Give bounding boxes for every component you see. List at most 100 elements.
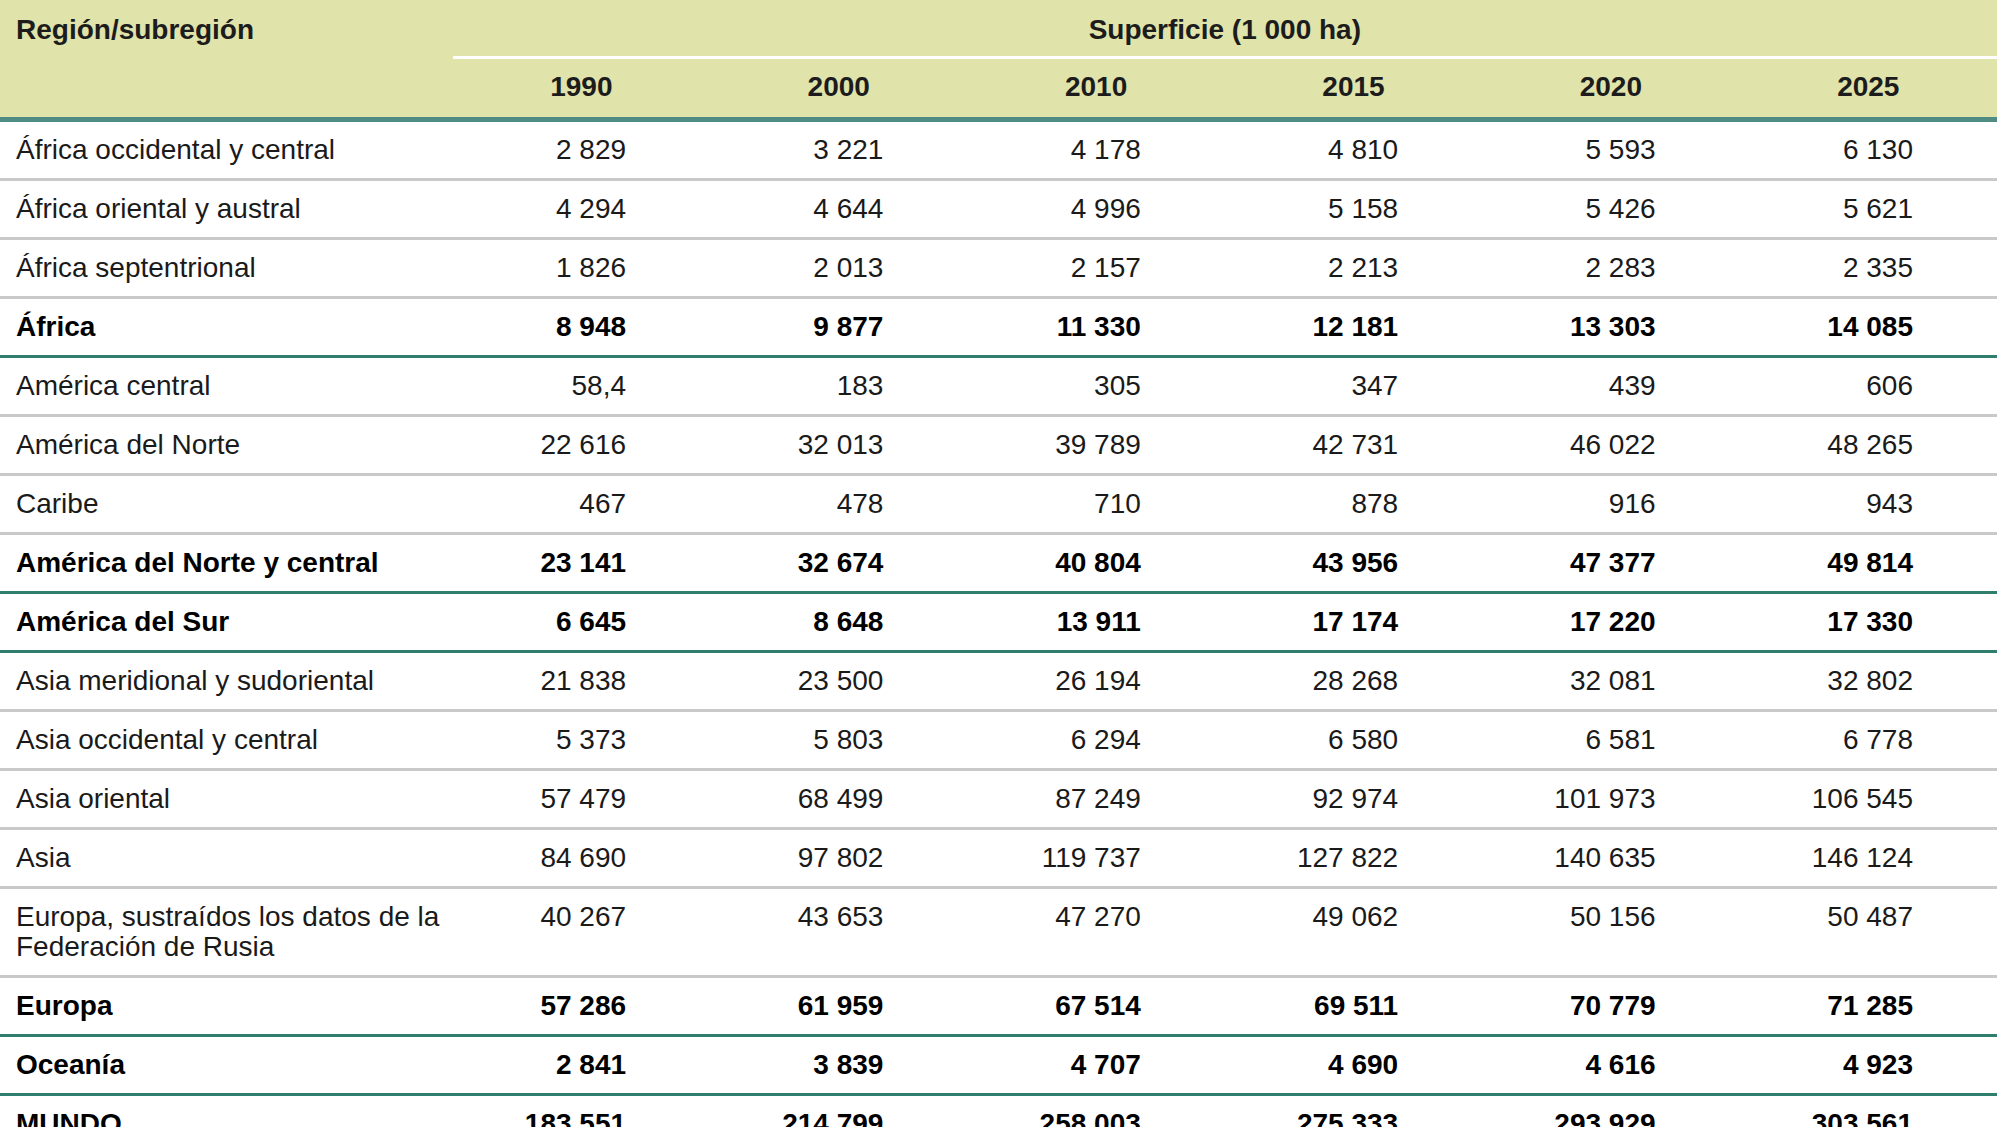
value-cell: 2 829 [453, 120, 710, 180]
value-cell: 878 [1225, 475, 1482, 534]
region-cell: Asia meridional y sudoriental [0, 652, 453, 711]
value-cell: 32 802 [1740, 652, 1997, 711]
region-cell: África occidental y central [0, 120, 453, 180]
table-row: América del Sur 6 645 8 648 13 911 17 17… [0, 593, 1997, 652]
region-cell: Asia occidental y central [0, 711, 453, 770]
value-cell: 87 249 [967, 770, 1224, 829]
table-row: Asia 84 690 97 802 119 737 127 822 140 6… [0, 829, 1997, 888]
value-cell: 43 653 [710, 888, 967, 977]
value-cell: 46 022 [1482, 416, 1739, 475]
value-cell: 4 810 [1225, 120, 1482, 180]
value-cell: 183 551 [453, 1095, 710, 1127]
value-cell: 2 841 [453, 1036, 710, 1095]
year-header-2020: 2020 [1482, 58, 1739, 120]
value-cell: 6 645 [453, 593, 710, 652]
table-row: Caribe 467 478 710 878 916 943 [0, 475, 1997, 534]
value-cell: 4 923 [1740, 1036, 1997, 1095]
year-header-1990: 1990 [453, 58, 710, 120]
value-cell: 4 294 [453, 180, 710, 239]
value-cell: 4 690 [1225, 1036, 1482, 1095]
value-cell: 6 581 [1482, 711, 1739, 770]
value-cell: 140 635 [1482, 829, 1739, 888]
region-cell: América del Sur [0, 593, 453, 652]
value-cell: 84 690 [453, 829, 710, 888]
value-cell: 293 929 [1482, 1095, 1739, 1127]
value-cell: 47 377 [1482, 534, 1739, 593]
table-row: MUNDO 183 551 214 799 258 003 275 333 29… [0, 1095, 1997, 1127]
year-header-2015: 2015 [1225, 58, 1482, 120]
value-cell: 40 804 [967, 534, 1224, 593]
value-cell: 17 174 [1225, 593, 1482, 652]
table-row: América central 58,4 183 305 347 439 606 [0, 357, 1997, 416]
value-cell: 127 822 [1225, 829, 1482, 888]
value-cell: 5 158 [1225, 180, 1482, 239]
value-cell: 2 335 [1740, 239, 1997, 298]
value-cell: 23 141 [453, 534, 710, 593]
value-cell: 71 285 [1740, 977, 1997, 1036]
value-cell: 68 499 [710, 770, 967, 829]
year-header-2000: 2000 [710, 58, 967, 120]
value-cell: 439 [1482, 357, 1739, 416]
value-cell: 23 500 [710, 652, 967, 711]
value-cell: 4 707 [967, 1036, 1224, 1095]
table-row: América del Norte 22 616 32 013 39 789 4… [0, 416, 1997, 475]
value-cell: 40 267 [453, 888, 710, 977]
value-cell: 9 877 [710, 298, 967, 357]
region-cell: África [0, 298, 453, 357]
value-cell: 26 194 [967, 652, 1224, 711]
value-cell: 11 330 [967, 298, 1224, 357]
region-cell: África oriental y austral [0, 180, 453, 239]
value-cell: 5 803 [710, 711, 967, 770]
value-cell: 57 286 [453, 977, 710, 1036]
value-cell: 17 220 [1482, 593, 1739, 652]
region-cell: América del Norte [0, 416, 453, 475]
value-cell: 21 838 [453, 652, 710, 711]
value-cell: 258 003 [967, 1095, 1224, 1127]
table-row: Asia meridional y sudoriental 21 838 23 … [0, 652, 1997, 711]
value-cell: 47 270 [967, 888, 1224, 977]
value-cell: 97 802 [710, 829, 967, 888]
table-row: Europa 57 286 61 959 67 514 69 511 70 77… [0, 977, 1997, 1036]
value-cell: 1 826 [453, 239, 710, 298]
value-cell: 183 [710, 357, 967, 416]
value-cell: 3 221 [710, 120, 967, 180]
value-cell: 4 616 [1482, 1036, 1739, 1095]
region-cell: Europa [0, 977, 453, 1036]
value-cell: 70 779 [1482, 977, 1739, 1036]
region-cell: Oceanía [0, 1036, 453, 1095]
table-row: Asia occidental y central 5 373 5 803 6 … [0, 711, 1997, 770]
value-cell: 4 644 [710, 180, 967, 239]
region-cell: África septentrional [0, 239, 453, 298]
surface-group-header: Superficie (1 000 ha) [453, 0, 1997, 58]
value-cell: 305 [967, 357, 1224, 416]
value-cell: 50 487 [1740, 888, 1997, 977]
value-cell: 61 959 [710, 977, 967, 1036]
value-cell: 43 956 [1225, 534, 1482, 593]
group-header-row: Región/subregión Superficie (1 000 ha) [0, 0, 1997, 58]
value-cell: 6 294 [967, 711, 1224, 770]
value-cell: 916 [1482, 475, 1739, 534]
table-row: África occidental y central 2 829 3 221 … [0, 120, 1997, 180]
value-cell: 67 514 [967, 977, 1224, 1036]
value-cell: 478 [710, 475, 967, 534]
table-body: África occidental y central 2 829 3 221 … [0, 120, 1997, 1127]
value-cell: 57 479 [453, 770, 710, 829]
value-cell: 49 062 [1225, 888, 1482, 977]
region-cell: MUNDO [0, 1095, 453, 1127]
value-cell: 32 013 [710, 416, 967, 475]
table-row: África septentrional 1 826 2 013 2 157 2… [0, 239, 1997, 298]
value-cell: 467 [453, 475, 710, 534]
value-cell: 4 178 [967, 120, 1224, 180]
value-cell: 6 130 [1740, 120, 1997, 180]
year-header-2025: 2025 [1740, 58, 1997, 120]
value-cell: 6 580 [1225, 711, 1482, 770]
region-cell: Asia [0, 829, 453, 888]
value-cell: 28 268 [1225, 652, 1482, 711]
value-cell: 32 081 [1482, 652, 1739, 711]
value-cell: 39 789 [967, 416, 1224, 475]
table-row: Asia oriental 57 479 68 499 87 249 92 97… [0, 770, 1997, 829]
value-cell: 13 911 [967, 593, 1224, 652]
region-cell: Europa, sustraídos los datos de la Feder… [0, 888, 453, 977]
value-cell: 13 303 [1482, 298, 1739, 357]
region-cell: América del Norte y central [0, 534, 453, 593]
